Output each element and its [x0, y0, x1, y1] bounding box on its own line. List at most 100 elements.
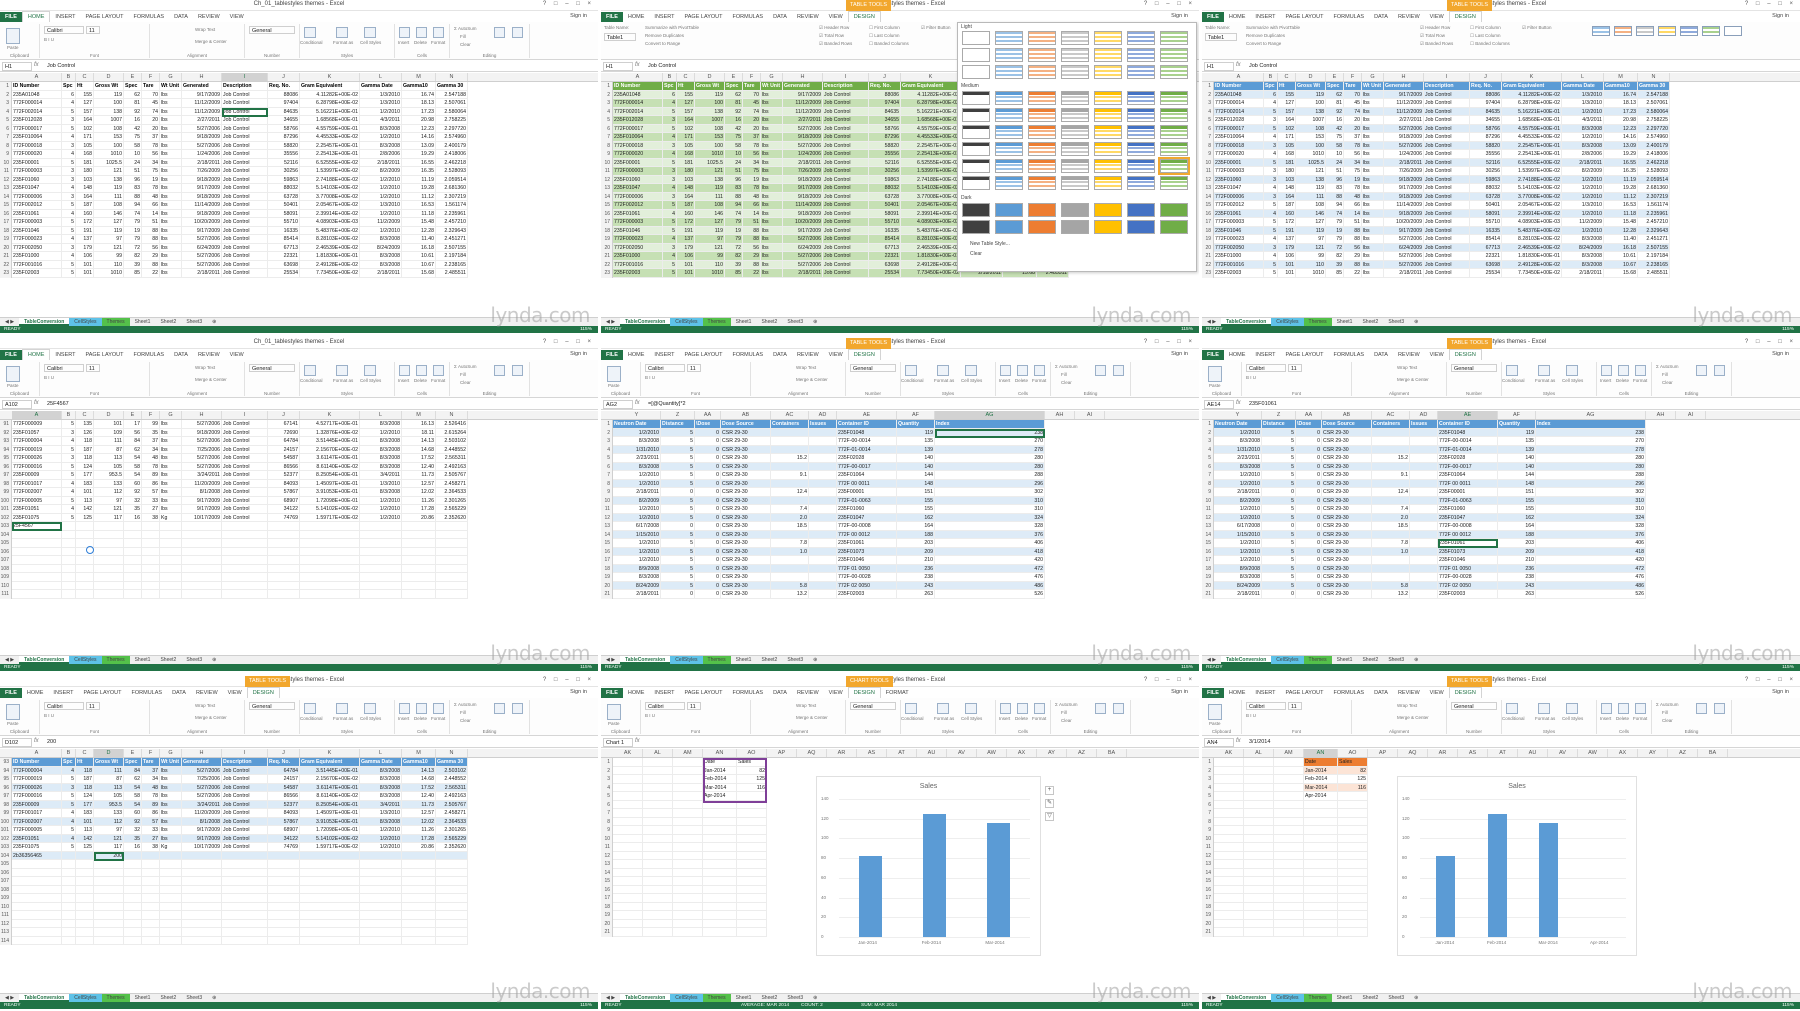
table-style-swatch[interactable] — [995, 65, 1023, 79]
sign-in-link[interactable]: Sign in — [1772, 351, 1789, 357]
font-name-select[interactable]: Calibri — [44, 702, 84, 710]
cell[interactable]: 772F-00-0014 — [837, 437, 897, 446]
cell[interactable]: 8/3/2008 — [360, 420, 402, 429]
cell[interactable]: 772F 01 0050 — [837, 564, 897, 573]
cell[interactable]: 4/3/2011 — [360, 116, 402, 125]
cell[interactable] — [809, 530, 837, 539]
autosum-button[interactable]: Σ AutoSum — [1656, 702, 1679, 707]
row-number[interactable]: 11 — [1202, 843, 1214, 852]
cell[interactable]: 4.52717E+00E-01 — [300, 420, 360, 429]
cell[interactable]: 20 — [743, 116, 761, 125]
cell[interactable]: 88 — [1326, 192, 1344, 201]
row-number[interactable]: 5 — [1202, 454, 1214, 463]
cell[interactable]: 37 — [142, 766, 160, 775]
cell[interactable] — [1244, 809, 1274, 818]
cell[interactable]: 1/3/2010 — [360, 90, 402, 99]
column-header-c[interactable]: C — [1278, 73, 1296, 81]
cell[interactable] — [1274, 766, 1304, 775]
cell[interactable]: 57 — [142, 488, 160, 497]
cell[interactable]: 101 — [76, 269, 94, 278]
cell[interactable]: 2.25457E+00E-01 — [901, 141, 961, 150]
cell[interactable]: Req. No. — [869, 82, 901, 91]
cell[interactable]: lbs — [761, 192, 783, 201]
cell[interactable]: 5 — [1264, 124, 1278, 133]
cell[interactable]: 328 — [1536, 522, 1646, 531]
cell[interactable]: 2.74188E+00E-02 — [300, 175, 360, 184]
cell[interactable]: 17.28 — [402, 505, 436, 514]
cell[interactable]: 11/12/2009 — [182, 107, 222, 116]
column-header-b[interactable]: B — [1264, 73, 1278, 81]
cell[interactable]: 16 — [124, 843, 142, 852]
table-style-swatch[interactable] — [1028, 142, 1056, 156]
cell[interactable]: 121 — [1296, 243, 1326, 252]
cell[interactable]: lbs — [1362, 226, 1384, 235]
cell[interactable]: 50401 — [1470, 201, 1502, 210]
cell[interactable]: Gamma 30 — [436, 758, 468, 767]
cell[interactable] — [300, 860, 360, 869]
cell[interactable]: 1.72098E+00E-01 — [300, 826, 360, 835]
cell[interactable]: 772F000005 — [12, 826, 62, 835]
cell[interactable]: 235F01075 — [12, 843, 62, 852]
autosum-button[interactable]: Σ AutoSum — [454, 364, 477, 369]
cell[interactable]: 0 — [1296, 496, 1322, 505]
cell[interactable] — [1304, 919, 1338, 928]
cell[interactable]: Gram Equivalent — [300, 82, 360, 91]
bold-button[interactable]: B I U — [44, 713, 55, 718]
cell[interactable]: 1/3/2010 — [1562, 90, 1604, 99]
cell[interactable]: 79 — [124, 218, 142, 227]
cell[interactable] — [300, 911, 360, 920]
cell[interactable]: 88 — [1344, 226, 1362, 235]
row-number[interactable]: 2 — [601, 766, 613, 775]
cell[interactable]: Job Control — [222, 783, 268, 792]
cell[interactable] — [62, 860, 76, 869]
row-number[interactable]: 104 — [0, 851, 12, 860]
cell[interactable]: lbs — [160, 496, 182, 505]
ribbon-tab-file[interactable]: FILE — [601, 688, 623, 699]
cell[interactable]: 162 — [1498, 513, 1536, 522]
table-style-swatch[interactable] — [1094, 142, 1122, 156]
wrap-text-button[interactable]: Wrap Text — [1397, 703, 1418, 708]
name-box[interactable]: H1 — [1204, 62, 1234, 71]
add-sheet-icon[interactable]: ⊕ — [813, 657, 818, 663]
cell[interactable] — [436, 928, 468, 937]
cell[interactable]: 1/2/2010 — [1562, 107, 1604, 116]
summarize-pivot-button[interactable]: Summarize with PivotTable — [1246, 25, 1301, 30]
cell[interactable] — [1214, 919, 1244, 928]
sheet-tab-sheet1[interactable]: Sheet1 — [129, 994, 156, 1002]
cell[interactable]: 2/18/2011 — [1562, 269, 1604, 278]
cell[interactable] — [12, 877, 62, 886]
cell[interactable] — [124, 868, 142, 877]
sheet-tab-cellstyles[interactable]: CellStyles — [1271, 318, 1304, 326]
cell[interactable]: 8/3/2008 — [360, 141, 402, 150]
column-header-at[interactable]: AT — [1488, 749, 1518, 757]
table-style-swatch[interactable] — [1061, 203, 1089, 217]
ribbon-tab-review[interactable]: REVIEW — [1397, 14, 1420, 20]
cell[interactable]: 157 — [677, 107, 695, 116]
cell[interactable]: Container ID — [1438, 420, 1498, 429]
row-number[interactable]: 6 — [601, 462, 613, 471]
cell[interactable]: 5/27/2006 — [182, 124, 222, 133]
cell[interactable]: 84 — [124, 437, 142, 446]
row-number[interactable]: 19 — [0, 235, 12, 244]
cell[interactable] — [1338, 860, 1368, 869]
cell[interactable]: 1.53997E+00E-02 — [901, 167, 961, 176]
cell[interactable] — [1338, 817, 1368, 826]
cell[interactable]: 9/18/2009 — [1384, 209, 1424, 218]
cell[interactable]: 18.13 — [402, 99, 436, 108]
column-header-an[interactable]: AN — [1304, 749, 1338, 757]
cell[interactable] — [673, 902, 703, 911]
cell[interactable]: CSR 29-30 — [1322, 454, 1372, 463]
cell[interactable]: 235F01075 — [12, 513, 62, 522]
cell[interactable]: 63698 — [1470, 260, 1502, 269]
cell-styles-icon[interactable] — [364, 27, 376, 38]
cell[interactable] — [1410, 437, 1438, 446]
cell[interactable]: 235F01060 — [837, 505, 897, 514]
cell[interactable]: 1.59717E+00E-02 — [300, 513, 360, 522]
cell[interactable]: 100 — [695, 99, 725, 108]
table-style-swatch[interactable] — [1028, 203, 1056, 217]
find-select-icon[interactable] — [512, 365, 523, 376]
table-style-swatch[interactable] — [995, 125, 1023, 139]
cell[interactable]: 5 — [1264, 158, 1278, 167]
cell[interactable]: 119 — [1296, 90, 1326, 99]
cell[interactable]: 11.18 — [402, 209, 436, 218]
